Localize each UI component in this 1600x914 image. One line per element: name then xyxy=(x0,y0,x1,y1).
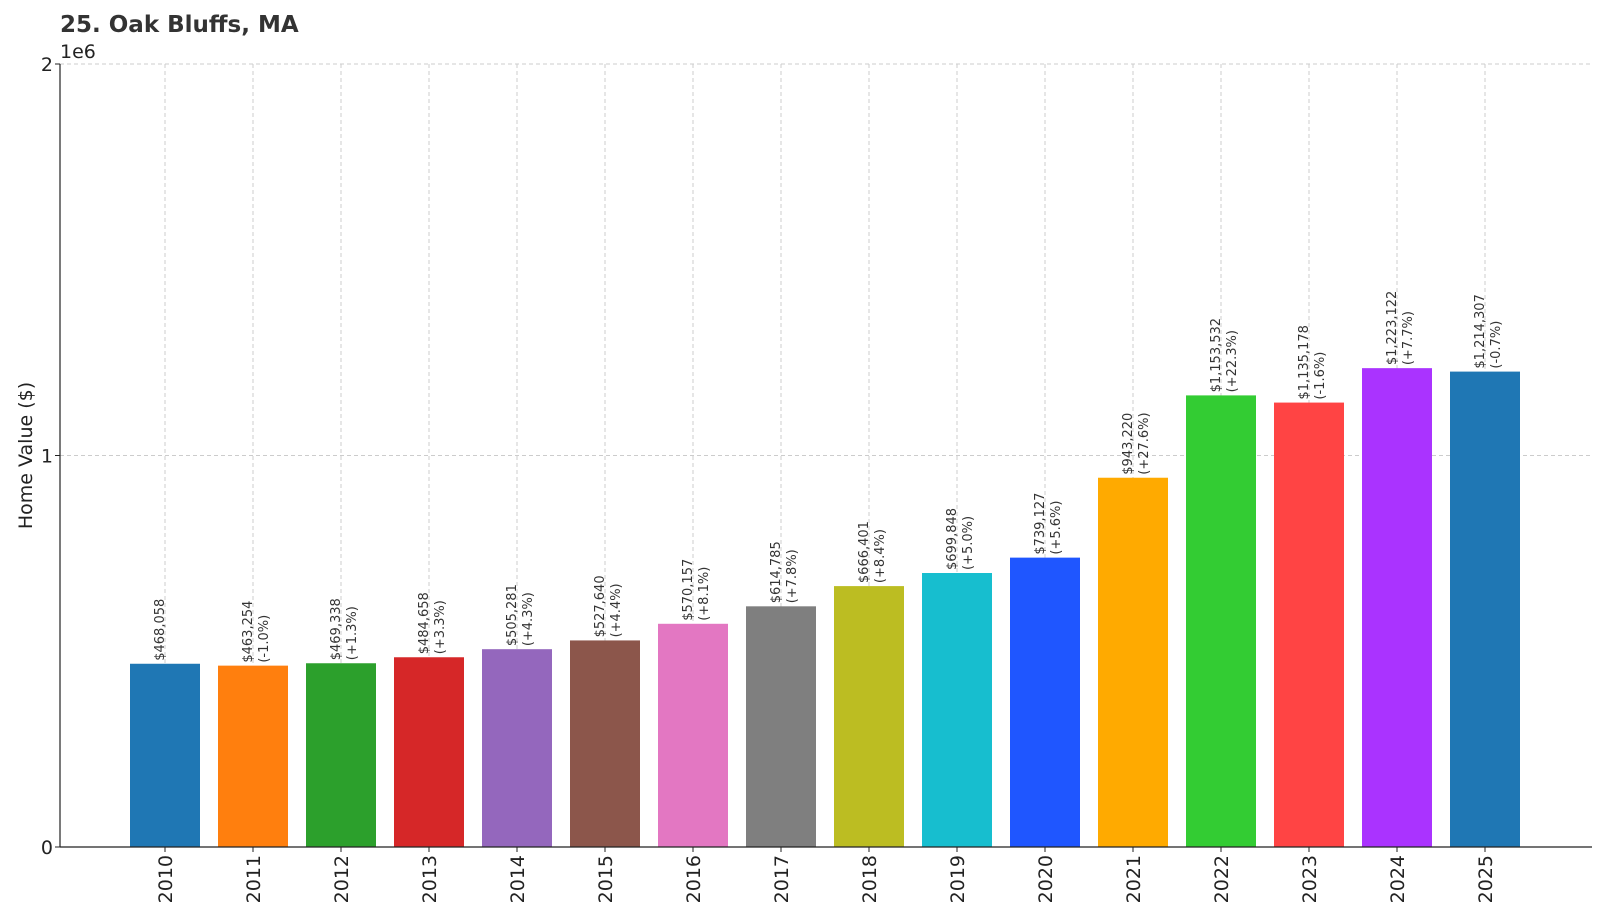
x-tick-label: 2014 xyxy=(507,855,529,903)
bar-2015 xyxy=(570,640,640,847)
bar-label-2010: $468,058 xyxy=(153,599,168,661)
bar-label-2024: $1,223,122 (+7.7%) xyxy=(1385,291,1416,365)
change-label: (+4.4%) xyxy=(609,583,624,637)
bar-label-2011: $463,254 (-1.0%) xyxy=(241,601,272,663)
bar-label-2023: $1,135,178 (-1.6%) xyxy=(1297,325,1328,399)
value-label: $505,281 xyxy=(505,584,520,646)
value-label: $570,157 xyxy=(681,559,696,621)
data-labels-layer: $468,058 $463,254 (-1.0%) $469,338 (+1.3%) $4… xyxy=(153,291,1504,663)
value-label: $463,254 xyxy=(241,601,256,663)
y-tick-label: 1 xyxy=(41,446,53,468)
value-label: $943,220 xyxy=(1121,413,1136,475)
bar-label-2016: $570,157 (+8.1%) xyxy=(681,559,712,621)
x-tick-label: 2011 xyxy=(243,855,265,903)
bar-label-2015: $527,640 (+4.4%) xyxy=(593,575,624,637)
change-label: (+27.6%) xyxy=(1137,412,1152,474)
change-label: (+22.3%) xyxy=(1225,330,1240,392)
bar-2018 xyxy=(834,586,904,847)
change-label: (+5.0%) xyxy=(961,516,976,570)
bar-2010 xyxy=(130,663,200,847)
x-tick-label: 2013 xyxy=(419,855,441,903)
x-tick-label: 2016 xyxy=(683,855,705,903)
x-tick-label: 2022 xyxy=(1211,855,1233,903)
bar-label-2025: $1,214,307 (-0.7%) xyxy=(1473,294,1504,368)
bar-2019 xyxy=(922,573,992,847)
y-axis-label: Home Value ($) xyxy=(15,382,37,529)
change-label: (+8.4%) xyxy=(873,529,888,583)
bar-label-2013: $484,658 (+3.3%) xyxy=(417,592,448,654)
value-label: $469,338 xyxy=(329,598,344,660)
x-tick-label: 2010 xyxy=(155,855,177,903)
bar-label-2014: $505,281 (+4.3%) xyxy=(505,584,536,646)
bar-label-2012: $469,338 (+1.3%) xyxy=(329,598,360,660)
bar-2022 xyxy=(1186,395,1256,847)
change-label: (-1.0%) xyxy=(257,615,272,663)
y-offset-text: 1e6 xyxy=(60,41,96,63)
value-label: $468,058 xyxy=(153,599,168,661)
x-tick-label: 2021 xyxy=(1123,855,1145,903)
bar-2024 xyxy=(1362,368,1432,847)
bar-2014 xyxy=(482,649,552,847)
y-tick-label: 0 xyxy=(41,837,53,859)
value-label: $1,214,307 xyxy=(1473,294,1488,368)
change-label: (+5.6%) xyxy=(1049,501,1064,555)
bar-2020 xyxy=(1010,557,1080,847)
value-label: $699,848 xyxy=(945,508,960,570)
x-tick-label: 2024 xyxy=(1387,855,1409,903)
bar-label-2018: $666,401 (+8.4%) xyxy=(857,521,888,583)
value-label: $527,640 xyxy=(593,575,608,637)
change-label: (+3.3%) xyxy=(433,600,448,654)
bar-2017 xyxy=(746,606,816,847)
x-tick-label: 2025 xyxy=(1475,855,1497,903)
bar-2013 xyxy=(394,657,464,847)
bar-label-2021: $943,220 (+27.6%) xyxy=(1121,412,1152,474)
change-label: (+7.7%) xyxy=(1401,311,1416,365)
value-label: $484,658 xyxy=(417,592,432,654)
change-label: (-1.6%) xyxy=(1313,352,1328,400)
bar-label-2017: $614,785 (+7.8%) xyxy=(769,541,800,603)
bar-2012 xyxy=(306,663,376,847)
y-tick-label: 2 xyxy=(41,54,53,76)
value-label: $739,127 xyxy=(1033,493,1048,555)
bar-label-2022: $1,153,532 (+22.3%) xyxy=(1209,318,1240,392)
value-label: $614,785 xyxy=(769,541,784,603)
axes-layer: 2010 2011 2012 2013 2014 2015 2016 2017 2018 2019… xyxy=(15,41,1592,903)
chart-title: 25. Oak Bluffs, MA xyxy=(60,12,299,38)
x-tick-label: 2019 xyxy=(947,855,969,903)
change-label: (+7.8%) xyxy=(785,549,800,603)
bar-2023 xyxy=(1274,402,1344,847)
x-tick-label: 2012 xyxy=(331,855,353,903)
bar-2021 xyxy=(1098,477,1168,847)
value-label: $1,153,532 xyxy=(1209,318,1224,392)
value-label: $1,135,178 xyxy=(1297,325,1312,399)
x-tick-label: 2015 xyxy=(595,855,617,903)
change-label: (+4.3%) xyxy=(521,592,536,646)
bar-2011 xyxy=(218,665,288,847)
bar-label-2019: $699,848 (+5.0%) xyxy=(945,508,976,570)
bars-layer xyxy=(130,368,1520,847)
change-label: (+1.3%) xyxy=(345,606,360,660)
bar-label-2020: $739,127 (+5.6%) xyxy=(1033,493,1064,555)
x-tick-label: 2020 xyxy=(1035,855,1057,903)
change-label: (+8.1%) xyxy=(697,567,712,621)
value-label: $1,223,122 xyxy=(1385,291,1400,365)
x-tick-label: 2017 xyxy=(771,855,793,903)
x-tick-label: 2018 xyxy=(859,855,881,903)
bar-2025 xyxy=(1450,371,1520,847)
x-tick-label: 2023 xyxy=(1299,855,1321,903)
bar-2016 xyxy=(658,623,728,847)
change-label: (-0.7%) xyxy=(1489,321,1504,369)
value-label: $666,401 xyxy=(857,521,872,583)
